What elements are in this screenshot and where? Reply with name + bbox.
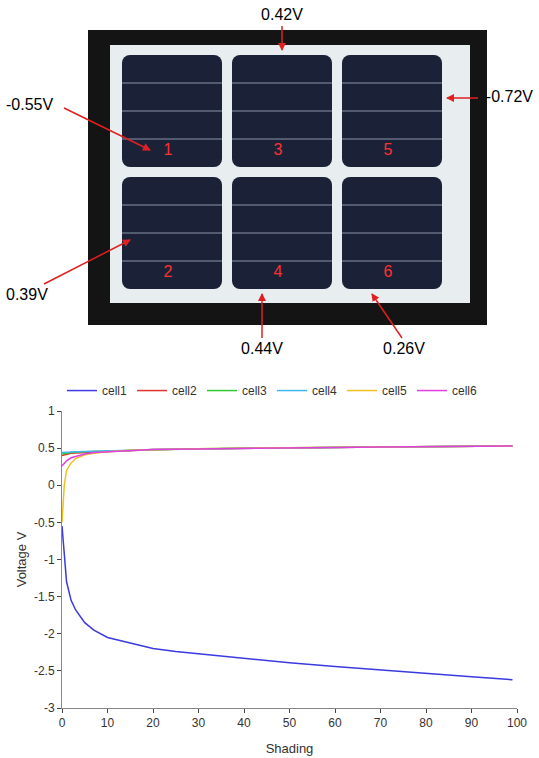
svg-text:0.44V: 0.44V xyxy=(241,340,283,357)
svg-text:0.26V: 0.26V xyxy=(383,340,425,357)
svg-text:-2: -2 xyxy=(44,627,55,641)
svg-text:2: 2 xyxy=(164,263,173,280)
svg-text:cell1: cell1 xyxy=(102,384,127,398)
svg-text:10: 10 xyxy=(101,716,115,730)
svg-text:6: 6 xyxy=(384,263,393,280)
svg-text:-2.5: -2.5 xyxy=(34,664,55,678)
svg-text:cell4: cell4 xyxy=(312,384,337,398)
svg-text:-1.5: -1.5 xyxy=(34,590,55,604)
svg-text:0: 0 xyxy=(48,478,55,492)
svg-text:0.42V: 0.42V xyxy=(261,6,303,23)
svg-text:60: 60 xyxy=(328,716,342,730)
svg-text:cell2: cell2 xyxy=(172,384,197,398)
svg-text:cell5: cell5 xyxy=(382,384,407,398)
svg-text:-0.55V: -0.55V xyxy=(6,96,53,113)
svg-text:Shading: Shading xyxy=(266,741,314,756)
svg-text:3: 3 xyxy=(274,141,283,158)
svg-text:-0.72V: -0.72V xyxy=(486,88,533,105)
svg-text:1: 1 xyxy=(164,141,173,158)
svg-text:-0.5: -0.5 xyxy=(34,516,55,530)
svg-text:0: 0 xyxy=(59,716,66,730)
svg-text:50: 50 xyxy=(283,716,297,730)
svg-text:0.5: 0.5 xyxy=(38,441,55,455)
svg-text:-1: -1 xyxy=(44,553,55,567)
svg-text:20: 20 xyxy=(146,716,160,730)
svg-text:100: 100 xyxy=(507,716,527,730)
svg-text:90: 90 xyxy=(465,716,479,730)
svg-text:-3: -3 xyxy=(44,701,55,715)
svg-text:5: 5 xyxy=(384,141,393,158)
svg-text:30: 30 xyxy=(192,716,206,730)
svg-text:1: 1 xyxy=(48,404,55,418)
svg-text:0.39V: 0.39V xyxy=(6,286,48,303)
svg-text:cell3: cell3 xyxy=(242,384,267,398)
svg-text:70: 70 xyxy=(374,716,388,730)
svg-text:cell6: cell6 xyxy=(452,384,477,398)
svg-text:4: 4 xyxy=(274,263,283,280)
svg-text:40: 40 xyxy=(237,716,251,730)
svg-text:80: 80 xyxy=(419,716,433,730)
svg-text:Voltage V: Voltage V xyxy=(14,531,29,587)
